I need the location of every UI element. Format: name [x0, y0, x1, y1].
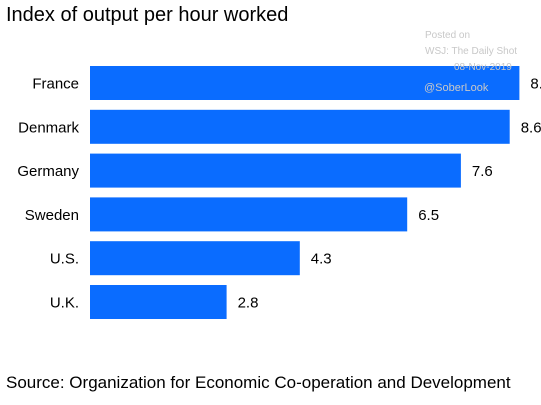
bar-france: [90, 66, 520, 100]
watermark-date: 08-Nov-2019: [454, 62, 512, 73]
source-note: Source: Organization for Economic Co-ope…: [6, 373, 511, 392]
value-label: 6.5: [418, 207, 439, 224]
category-label: Denmark: [18, 119, 79, 136]
category-label: Sweden: [25, 207, 79, 224]
bar-uk: [90, 285, 227, 319]
value-label: 8.6: [521, 119, 541, 136]
bar-germany: [90, 153, 461, 188]
watermark-posted: Posted on: [425, 30, 471, 41]
chart-title: Index of output per hour worked: [6, 4, 289, 26]
value-label: 2.8: [238, 295, 259, 312]
value-label: 4.3: [311, 251, 332, 268]
value-label: 7.6: [472, 163, 493, 180]
value-label: 8.8: [530, 76, 541, 93]
category-label: U.K.: [50, 295, 79, 312]
category-label: France: [32, 76, 79, 93]
bar-denmark: [90, 109, 510, 144]
bar-us: [90, 241, 300, 276]
watermark-handle: @SoberLook: [424, 82, 489, 94]
category-label: U.S.: [50, 251, 79, 268]
bars-layer: [90, 66, 520, 319]
category-labels-layer: France Denmark Germany Sweden U.S. U.K.: [17, 76, 79, 312]
watermark-publication: WSJ: The Daily Shot: [425, 46, 518, 57]
bar-sweden: [90, 197, 408, 232]
value-labels-layer: 8.8 8.6 7.6 6.5 4.3 2.8: [238, 76, 541, 312]
category-label: Germany: [17, 163, 79, 180]
